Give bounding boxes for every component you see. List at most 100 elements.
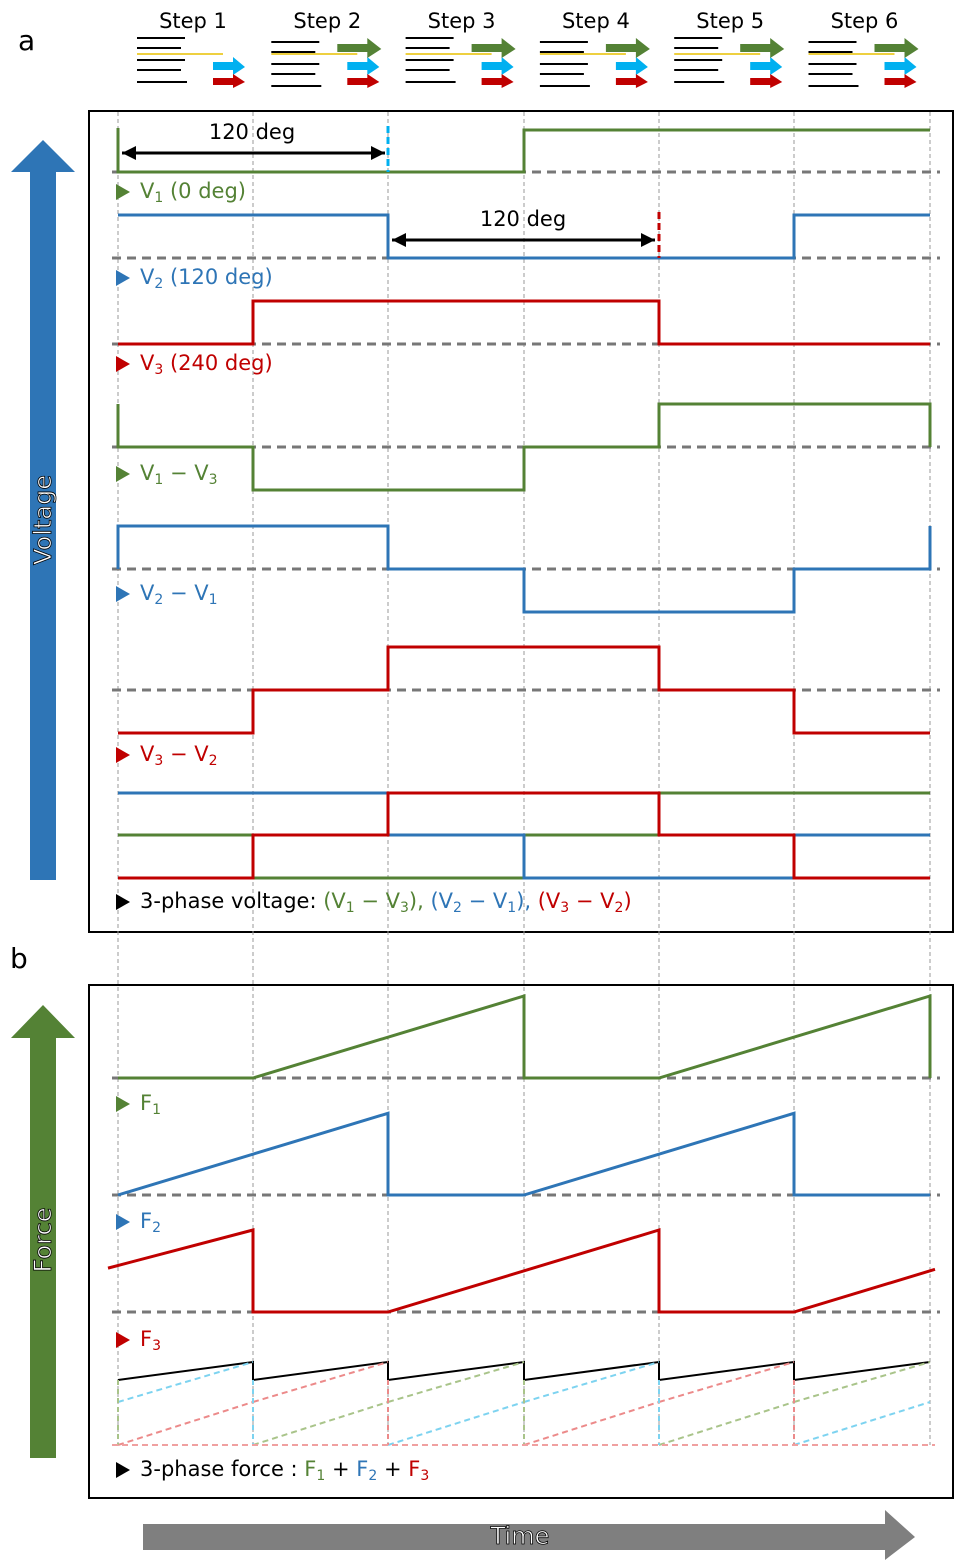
marker [116,1462,130,1478]
label-part: 3 [152,1338,161,1354]
label-part: 1 [346,900,355,916]
icon-arrow [472,38,516,58]
component-ramp [524,1402,659,1445]
panel-label: b [10,942,28,975]
label-part: (120 deg) [163,265,272,289]
icon-arrow [606,38,650,58]
step-label: Step 1 [159,9,227,33]
label-part: − V [355,889,401,913]
icon-arrow [750,57,782,75]
icon-arrow [482,74,514,88]
step-icon [809,38,919,88]
waveform [118,996,930,1078]
step-icon [674,38,784,88]
step-label: Step 4 [562,9,630,33]
label-part: F [304,1457,316,1481]
label-part: V [140,179,155,203]
label-part: V [140,461,155,485]
waveform [108,1230,935,1312]
step-icon [137,38,245,88]
waveform [118,1113,930,1195]
label-part: F [140,1091,152,1115]
marker [116,184,130,200]
component-ramp [388,1362,524,1402]
annotation: 120 deg [209,120,295,144]
panel-b-frame [89,985,953,1498]
label-part: V [140,265,155,289]
icon-arrow [875,38,919,58]
label-part: 3 [560,900,569,916]
label-part: V [140,351,155,375]
trace-label: V1 (0 deg) [140,179,246,206]
icon-arrow [750,74,782,88]
marker [116,894,130,910]
step-label: Step 3 [428,9,496,33]
trace-label: V3 − V2 [140,742,218,769]
label-part: F [140,1327,152,1351]
label-part: 1 [209,592,218,608]
label-part: F [408,1457,420,1481]
trace-label: V2 (120 deg) [140,265,273,292]
marker [116,270,130,286]
axis-label: Voltage [29,475,57,565]
icon-arrow [616,57,648,75]
step-label: Step 5 [696,9,764,33]
step-label: Step 2 [293,9,361,33]
label-part: 2 [368,1468,377,1484]
label-part: + [325,1457,356,1481]
component-ramp [253,1402,388,1445]
icon-arrow [740,38,784,58]
icon-arrow [213,57,245,75]
label-part: − V [163,742,209,766]
step-icon [406,38,516,88]
label-part: 3-phase voltage: [140,889,323,913]
trace-label: V3 (240 deg) [140,351,273,378]
label-part: − V [163,581,209,605]
label-part: 3 [400,900,409,916]
label-part: (V [538,889,561,913]
label-part: 3 [154,753,163,769]
label-part: 2 [453,900,462,916]
arrow-head [371,146,385,160]
label-part: − V [163,461,209,485]
label-part: (240 deg) [163,351,272,375]
marker [116,466,130,482]
icon-arrow [885,57,917,75]
label-part: ) [623,889,631,913]
label-part: (0 deg) [163,179,246,203]
axis-label: Force [29,1208,57,1273]
label-part: 3 [209,472,218,488]
trace-label: V2 − V1 [140,581,218,608]
marker [116,1332,130,1348]
label-part: V [140,742,155,766]
label-part: 2 [209,753,218,769]
icon-arrow [213,74,245,88]
icon-arrow [337,38,381,58]
arrow-head [641,233,655,247]
trace-label: F1 [140,1091,161,1118]
component-ramp [794,1402,930,1445]
label-part: 2 [154,276,163,292]
icon-arrow [885,74,917,88]
component-ramp [794,1362,930,1402]
component-ramp [388,1402,524,1445]
label-part: 1 [316,1468,325,1484]
label-part: (V [323,889,346,913]
trace-label: V1 − V3 [140,461,218,488]
label-part: 3 [154,362,163,378]
marker [116,747,130,763]
component-ramp [253,1362,388,1402]
marker [116,1096,130,1112]
label-part: 2 [152,1220,161,1236]
arrow-head [392,233,406,247]
trace-label: F3 [140,1327,161,1354]
trace-label: 3-phase force : F1 + F2 + F3 [140,1457,429,1484]
icon-arrow [347,74,379,88]
component-ramp [659,1402,794,1445]
label-part: F [356,1457,368,1481]
panel-label: a [18,24,35,57]
component-ramp [659,1362,794,1402]
label-part: 1 [154,472,163,488]
marker [116,356,130,372]
panel-a-frame [89,111,953,932]
